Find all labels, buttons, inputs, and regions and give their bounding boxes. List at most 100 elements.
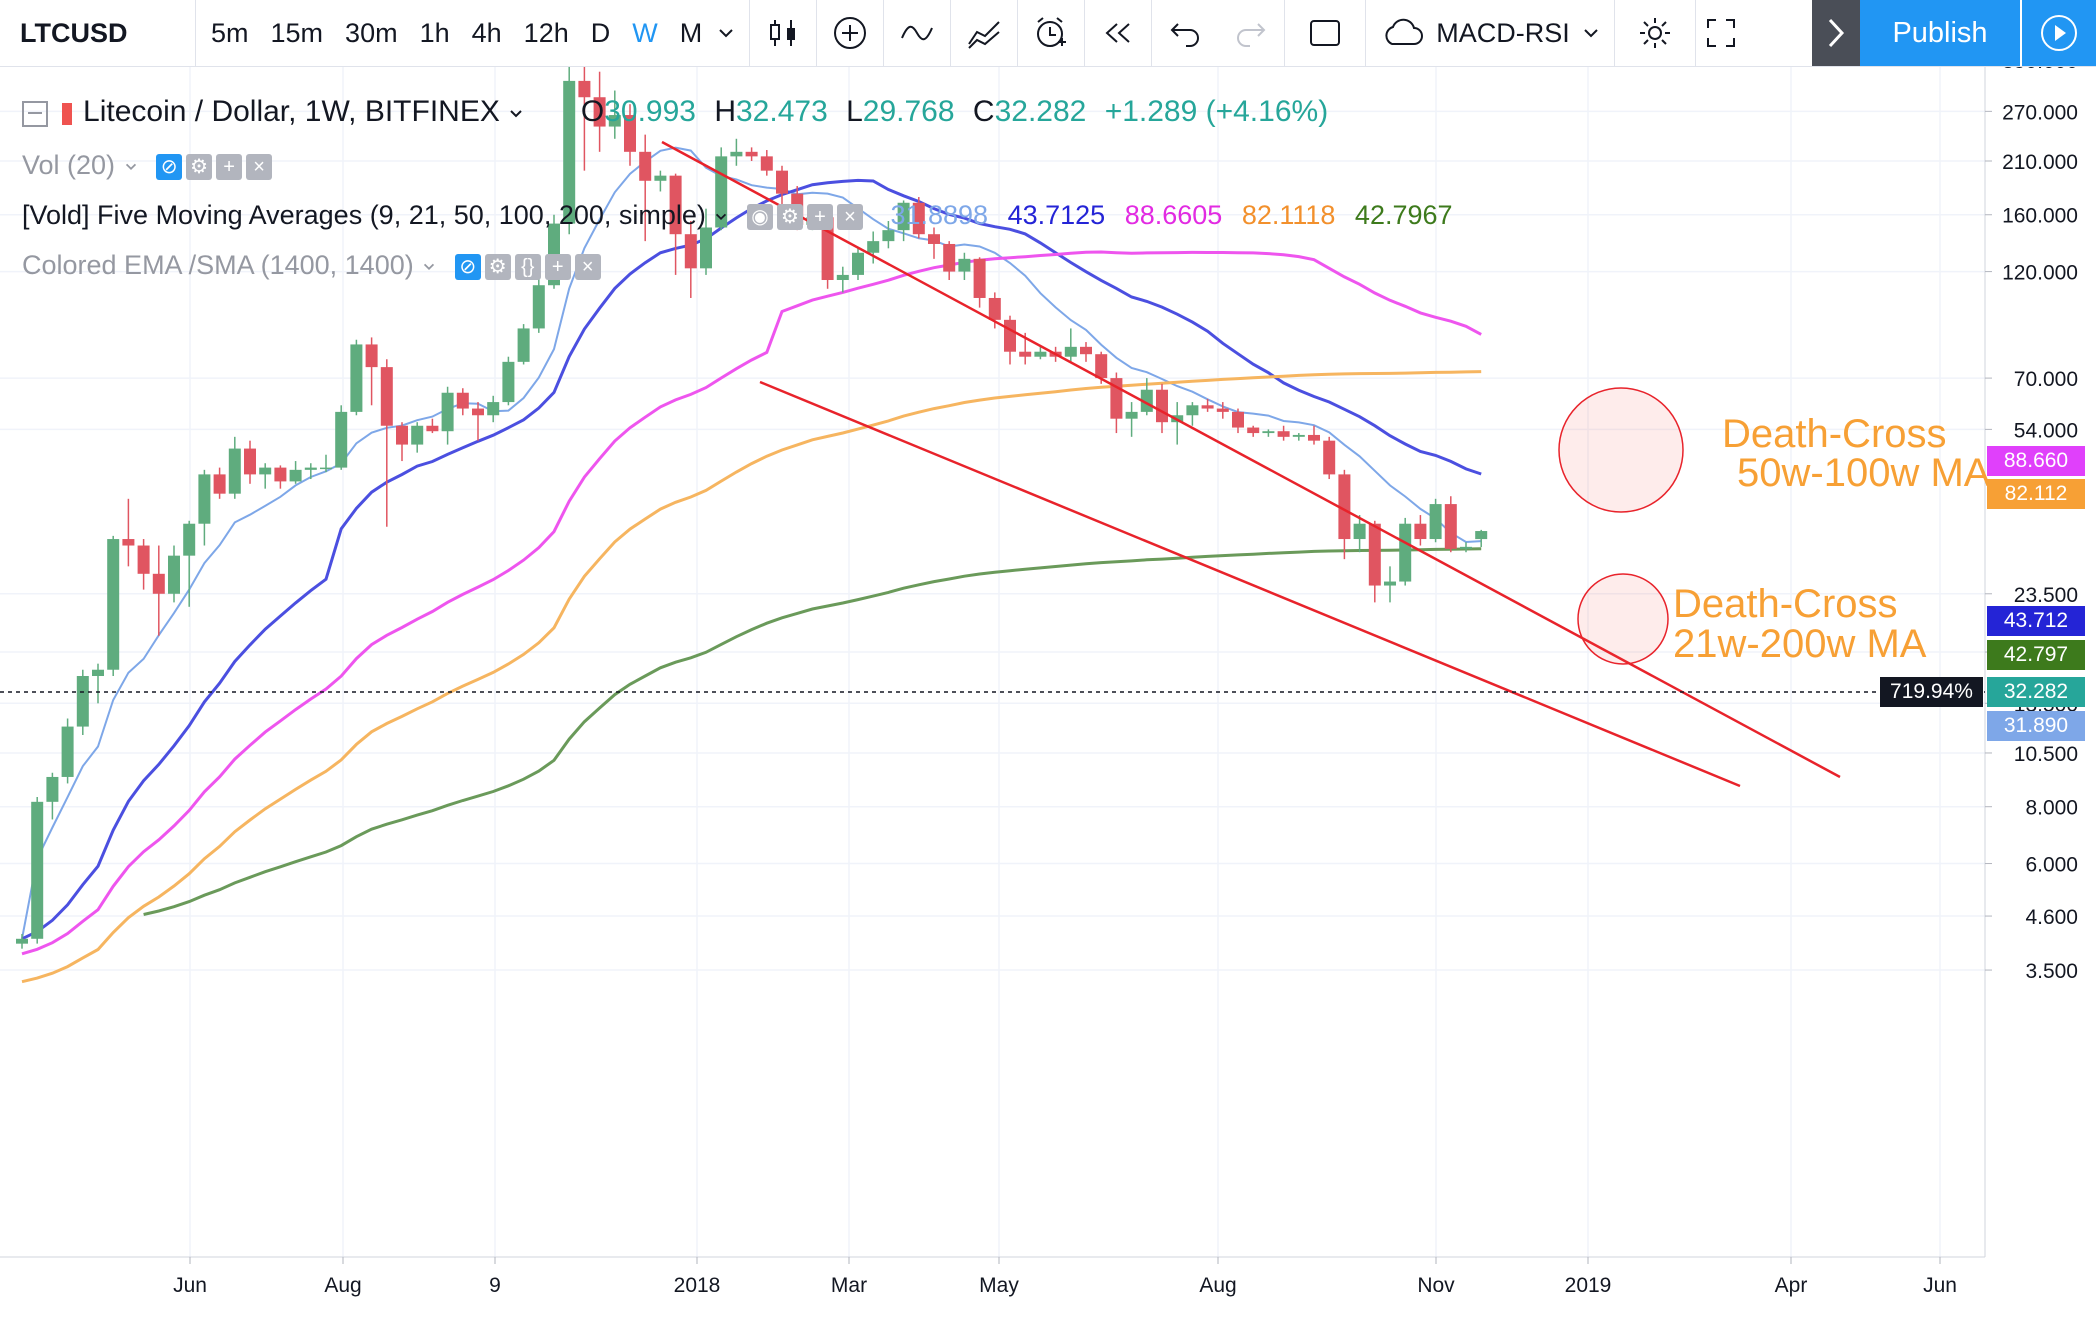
eye-off-icon[interactable]: ⊘ bbox=[454, 253, 481, 280]
time-tick-label: Jun bbox=[1923, 1274, 1957, 1297]
candle-body bbox=[593, 97, 606, 127]
interval-dropdown[interactable] bbox=[713, 0, 749, 66]
candle-body bbox=[320, 467, 332, 470]
redo-icon bbox=[1237, 23, 1266, 47]
candle-body bbox=[973, 258, 986, 298]
trendline-lower[interactable] bbox=[759, 380, 1741, 788]
chart-type-button[interactable] bbox=[750, 0, 816, 66]
plus-icon[interactable]: + bbox=[806, 203, 833, 230]
interval-30m[interactable]: 30m bbox=[345, 18, 398, 48]
settings-button[interactable] bbox=[1615, 0, 1695, 66]
eye-icon[interactable]: ◉ bbox=[746, 203, 773, 230]
candle-body bbox=[1368, 523, 1381, 586]
time-tick-label: 2019 bbox=[1565, 1274, 1612, 1297]
ma-21-line[interactable] bbox=[21, 178, 1482, 941]
gear-icon bbox=[1639, 18, 1670, 48]
interval-w[interactable]: W bbox=[632, 18, 658, 48]
candle-body bbox=[1414, 523, 1427, 540]
close-icon[interactable]: × bbox=[246, 153, 273, 180]
close-icon[interactable]: × bbox=[574, 253, 601, 280]
death-cross-circle-2[interactable] bbox=[1577, 573, 1669, 665]
candle-body bbox=[16, 938, 28, 944]
candle-body bbox=[517, 328, 530, 362]
trendline-upper[interactable] bbox=[661, 140, 1841, 779]
annotation-death-cross-1-line1[interactable]: Death-Cross bbox=[1722, 412, 1947, 456]
candle-body bbox=[274, 467, 287, 482]
alert-button[interactable] bbox=[1018, 0, 1084, 66]
interval-m[interactable]: M bbox=[679, 18, 703, 48]
time-tick-label: 2018 bbox=[674, 1274, 721, 1297]
redo-button[interactable] bbox=[1218, 0, 1284, 66]
time-tick-label: Mar bbox=[831, 1274, 867, 1297]
gear-icon[interactable]: ⚙ bbox=[484, 253, 511, 280]
divider bbox=[816, 0, 818, 66]
code-icon[interactable]: {} bbox=[514, 253, 541, 280]
open-label: O bbox=[580, 95, 605, 128]
candle-body bbox=[61, 726, 74, 777]
chevron-down-icon[interactable] bbox=[123, 159, 139, 175]
death-cross-circle-1[interactable] bbox=[1558, 387, 1684, 513]
candle-body bbox=[350, 344, 363, 412]
play-icon bbox=[2041, 15, 2077, 51]
ma-200-line[interactable] bbox=[143, 547, 1482, 916]
candle-body bbox=[1004, 319, 1016, 352]
price-tick-label: 120.000 bbox=[2002, 262, 2078, 285]
price-tick-label: 4.600 bbox=[2025, 906, 2078, 929]
eye-off-icon[interactable]: ⊘ bbox=[156, 153, 183, 180]
chevron-down-icon bbox=[1584, 29, 1598, 38]
series-title[interactable]: Litecoin / Dollar, 1W, BITFINEX bbox=[83, 95, 500, 128]
template-button[interactable]: MACD-RSI bbox=[1366, 0, 1614, 66]
fullscreen-layout-button[interactable] bbox=[1285, 0, 1365, 66]
price-tick-label: 6.000 bbox=[2025, 854, 2078, 877]
collapse-panel-button[interactable] bbox=[1812, 0, 1860, 66]
interval-12h[interactable]: 12h bbox=[523, 18, 569, 48]
candle-body bbox=[1080, 346, 1092, 355]
candle-body bbox=[1216, 408, 1229, 412]
volume-label[interactable]: Vol (20) bbox=[22, 150, 116, 180]
candle-body bbox=[1095, 354, 1108, 379]
collapse-legend-icon[interactable] bbox=[22, 100, 48, 127]
price-tag-ma21: 43.712 bbox=[1987, 606, 2085, 636]
plus-icon[interactable]: + bbox=[544, 253, 571, 280]
plus-icon[interactable]: + bbox=[216, 153, 243, 180]
ema-indicator-name[interactable]: Colored EMA /SMA (1400, 1400) bbox=[22, 250, 414, 280]
volume-legend: Vol (20) ⊘ ⚙ + × bbox=[22, 150, 273, 181]
gear-icon[interactable]: ⚙ bbox=[186, 153, 213, 180]
divider bbox=[749, 0, 751, 66]
compare-button[interactable] bbox=[817, 0, 883, 66]
candle-body bbox=[289, 469, 302, 482]
undo-button[interactable] bbox=[1152, 0, 1218, 66]
interval-4h[interactable]: 4h bbox=[471, 18, 502, 48]
annotation-death-cross-2-line2[interactable]: 21w-200w MA bbox=[1673, 622, 1927, 666]
candle-body bbox=[578, 80, 591, 98]
chevron-down-icon[interactable] bbox=[713, 209, 729, 225]
chevron-down-icon[interactable] bbox=[507, 105, 525, 123]
annotation-death-cross-2-line1[interactable]: Death-Cross bbox=[1673, 582, 1898, 626]
financials-button[interactable] bbox=[951, 0, 1017, 66]
gear-icon[interactable]: ⚙ bbox=[776, 203, 803, 230]
drawings bbox=[661, 140, 1841, 788]
indicators-button[interactable] bbox=[884, 0, 950, 66]
interval-5m[interactable]: 5m bbox=[211, 18, 249, 48]
replay-button[interactable] bbox=[1085, 0, 1151, 66]
replay-play-button[interactable] bbox=[2022, 0, 2096, 66]
candle-body bbox=[852, 252, 864, 275]
candle-body bbox=[867, 241, 880, 253]
fullscreen-button[interactable] bbox=[1696, 0, 1746, 66]
chevron-down-icon[interactable] bbox=[421, 259, 437, 275]
interval-15m[interactable]: 15m bbox=[270, 18, 324, 48]
candle-body bbox=[259, 467, 272, 475]
interval-1h[interactable]: 1h bbox=[419, 18, 450, 48]
interval-d[interactable]: D bbox=[590, 18, 611, 48]
price-tick-label: 10.500 bbox=[2014, 743, 2078, 766]
ma-50-line[interactable] bbox=[21, 250, 1482, 956]
ma-100-line[interactable] bbox=[21, 370, 1482, 984]
ma-indicator-name[interactable]: [Vold] Five Moving Averages (9, 21, 50, … bbox=[22, 200, 706, 230]
symbol-search[interactable]: LTCUSD bbox=[20, 17, 128, 48]
publish-button[interactable]: Publish bbox=[1860, 0, 2020, 66]
price-tick-label: 70.000 bbox=[2014, 368, 2078, 391]
annotation-death-cross-1-line2[interactable]: 50w-100w MA bbox=[1737, 451, 1991, 495]
candle-body bbox=[1353, 523, 1366, 540]
candle-body bbox=[669, 175, 682, 235]
close-icon[interactable]: × bbox=[836, 203, 863, 230]
